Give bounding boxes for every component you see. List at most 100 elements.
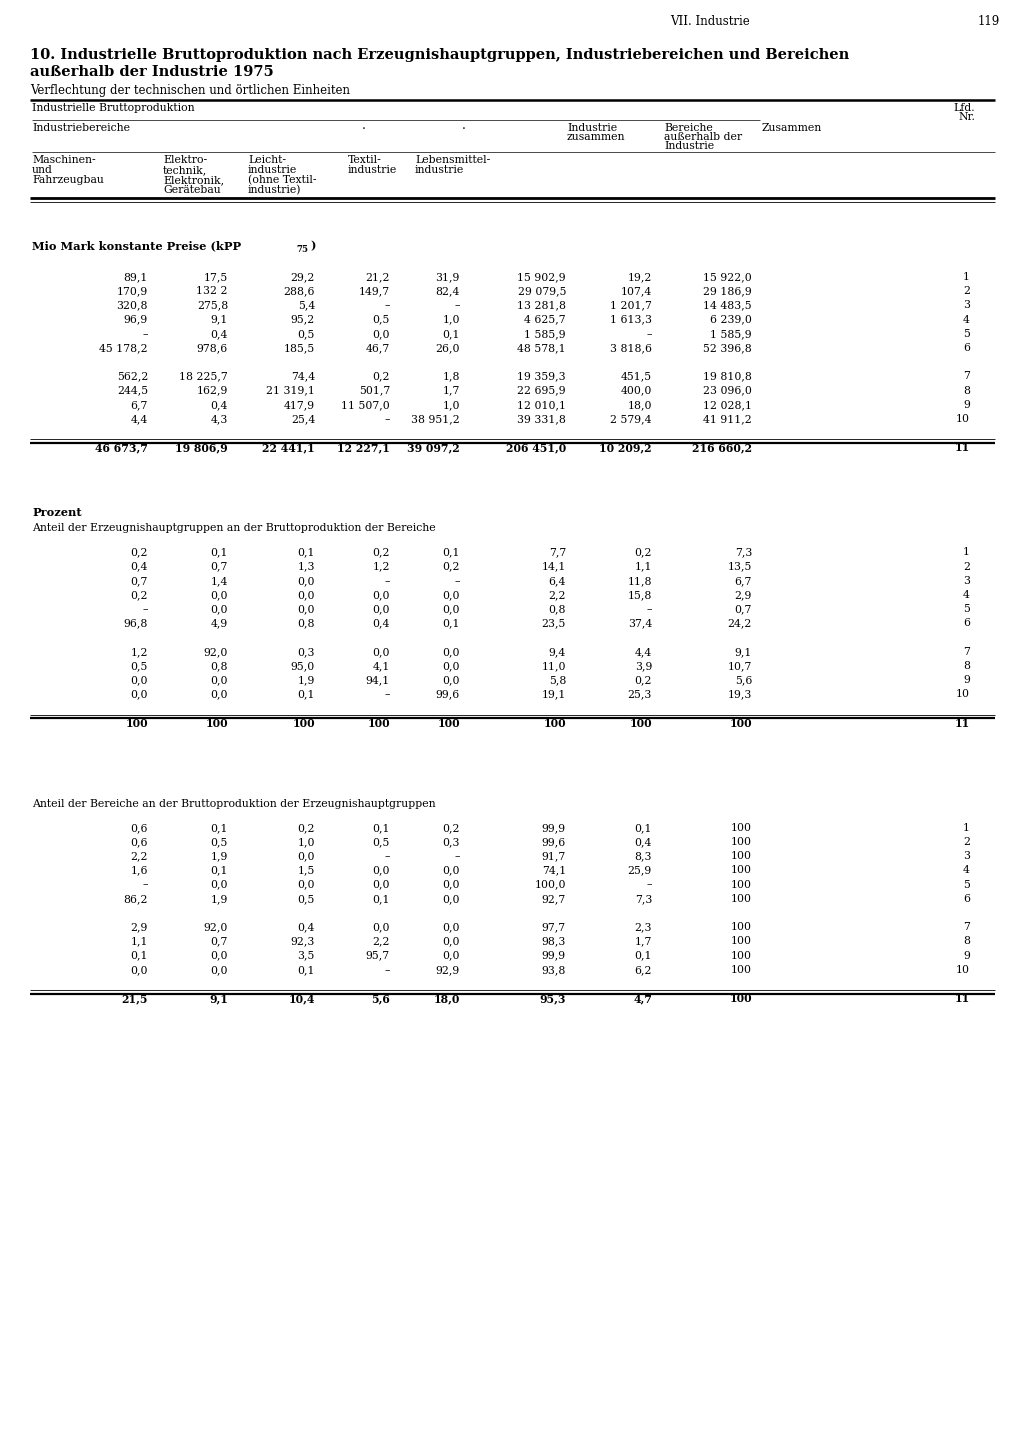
Text: 96,8: 96,8 — [124, 618, 148, 629]
Text: 1 585,9: 1 585,9 — [524, 329, 566, 339]
Text: –: – — [384, 965, 390, 975]
Text: 93,8: 93,8 — [542, 965, 566, 975]
Text: 92,3: 92,3 — [291, 937, 315, 946]
Text: –: – — [384, 415, 390, 423]
Text: 4,4: 4,4 — [131, 415, 148, 423]
Text: 92,9: 92,9 — [436, 965, 460, 975]
Text: 0,0: 0,0 — [442, 937, 460, 946]
Text: 100: 100 — [544, 717, 566, 729]
Text: 978,6: 978,6 — [197, 343, 228, 354]
Text: 0,2: 0,2 — [635, 547, 652, 557]
Text: 0,8: 0,8 — [549, 604, 566, 614]
Text: ·: · — [462, 124, 466, 135]
Text: –: – — [455, 300, 460, 310]
Text: 0,0: 0,0 — [442, 589, 460, 599]
Text: 0,5: 0,5 — [298, 329, 315, 339]
Text: 0,0: 0,0 — [211, 965, 228, 975]
Text: –: – — [142, 604, 148, 614]
Text: –: – — [646, 880, 652, 889]
Text: 1,9: 1,9 — [298, 675, 315, 685]
Text: 46 673,7: 46 673,7 — [95, 442, 148, 454]
Text: 0,0: 0,0 — [373, 880, 390, 889]
Text: 0,0: 0,0 — [298, 880, 315, 889]
Text: 92,7: 92,7 — [542, 893, 566, 904]
Text: 6,4: 6,4 — [549, 576, 566, 586]
Text: 0,0: 0,0 — [211, 880, 228, 889]
Text: ): ) — [310, 240, 315, 252]
Text: Industriebereiche: Industriebereiche — [32, 124, 130, 132]
Text: 0,0: 0,0 — [442, 922, 460, 933]
Text: 25,9: 25,9 — [628, 866, 652, 876]
Text: 1,1: 1,1 — [130, 937, 148, 946]
Text: 38 951,2: 38 951,2 — [412, 415, 460, 423]
Text: 2: 2 — [963, 837, 970, 847]
Text: 95,7: 95,7 — [366, 950, 390, 960]
Text: 0,1: 0,1 — [373, 822, 390, 832]
Text: 18 225,7: 18 225,7 — [179, 371, 228, 381]
Text: –: – — [384, 851, 390, 861]
Text: 0,0: 0,0 — [442, 647, 460, 656]
Text: 0,4: 0,4 — [211, 400, 228, 410]
Text: 0,1: 0,1 — [130, 950, 148, 960]
Text: 89,1: 89,1 — [124, 272, 148, 282]
Text: 0,4: 0,4 — [298, 922, 315, 933]
Text: 12 028,1: 12 028,1 — [703, 400, 752, 410]
Text: 100: 100 — [293, 717, 315, 729]
Text: 0,1: 0,1 — [211, 822, 228, 832]
Text: 119: 119 — [978, 15, 1000, 28]
Text: 98,3: 98,3 — [542, 937, 566, 946]
Text: 1,7: 1,7 — [635, 937, 652, 946]
Text: 0,0: 0,0 — [442, 604, 460, 614]
Text: –: – — [455, 851, 460, 861]
Text: 0,1: 0,1 — [211, 547, 228, 557]
Text: 39 331,8: 39 331,8 — [517, 415, 566, 423]
Text: 13,5: 13,5 — [728, 562, 752, 572]
Text: 0,4: 0,4 — [131, 562, 148, 572]
Text: 100: 100 — [731, 893, 752, 904]
Text: Industrie: Industrie — [567, 124, 617, 132]
Text: industrie: industrie — [415, 164, 464, 175]
Text: 74,1: 74,1 — [542, 866, 566, 876]
Text: 10: 10 — [956, 690, 970, 700]
Text: 0,1: 0,1 — [442, 329, 460, 339]
Text: 288,6: 288,6 — [284, 287, 315, 297]
Text: 7: 7 — [964, 647, 970, 656]
Text: 5: 5 — [964, 329, 970, 339]
Text: 0,0: 0,0 — [211, 589, 228, 599]
Text: Textil-: Textil- — [348, 156, 382, 164]
Text: 46,7: 46,7 — [366, 343, 390, 354]
Text: 100: 100 — [729, 717, 752, 729]
Text: 1,6: 1,6 — [130, 866, 148, 876]
Text: –: – — [384, 300, 390, 310]
Text: 0,7: 0,7 — [211, 562, 228, 572]
Text: 3 818,6: 3 818,6 — [610, 343, 652, 354]
Text: 0,8: 0,8 — [211, 661, 228, 671]
Text: 26,0: 26,0 — [435, 343, 460, 354]
Text: –: – — [384, 690, 390, 700]
Text: 10: 10 — [956, 415, 970, 423]
Text: Maschinen-: Maschinen- — [32, 156, 95, 164]
Text: 0,0: 0,0 — [298, 851, 315, 861]
Text: 11,0: 11,0 — [542, 661, 566, 671]
Text: 12 010,1: 12 010,1 — [517, 400, 566, 410]
Text: 10 209,2: 10 209,2 — [599, 442, 652, 454]
Text: 0,2: 0,2 — [298, 822, 315, 832]
Text: Mio Mark konstante Preise (kPP: Mio Mark konstante Preise (kPP — [32, 240, 241, 252]
Text: 29,2: 29,2 — [291, 272, 315, 282]
Text: 3,9: 3,9 — [635, 661, 652, 671]
Text: 100: 100 — [731, 965, 752, 975]
Text: 4 625,7: 4 625,7 — [524, 314, 566, 324]
Text: 5,6: 5,6 — [371, 994, 390, 1004]
Text: 100,0: 100,0 — [535, 880, 566, 889]
Text: –: – — [142, 329, 148, 339]
Text: 100: 100 — [731, 922, 752, 933]
Text: 0,7: 0,7 — [734, 604, 752, 614]
Text: 6: 6 — [963, 343, 970, 354]
Text: Industrielle Bruttoproduktion: Industrielle Bruttoproduktion — [32, 103, 195, 113]
Text: 0,7: 0,7 — [211, 937, 228, 946]
Text: 4: 4 — [964, 314, 970, 324]
Text: 0,0: 0,0 — [442, 661, 460, 671]
Text: –: – — [455, 576, 460, 586]
Text: 2 579,4: 2 579,4 — [610, 415, 652, 423]
Text: 0,1: 0,1 — [298, 690, 315, 700]
